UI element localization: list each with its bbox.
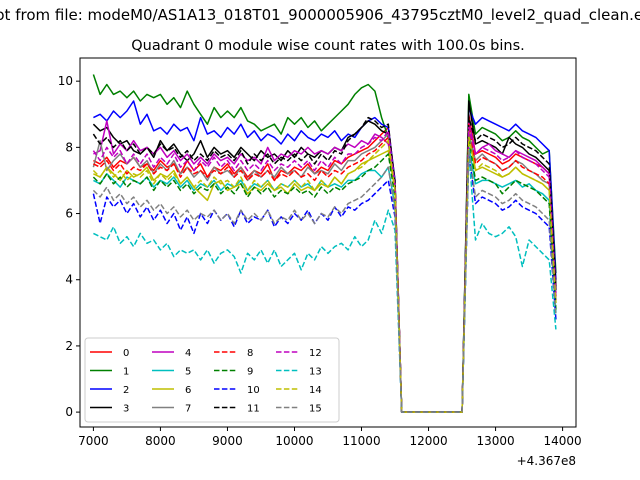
legend-label-3: 3	[123, 404, 129, 415]
series-line-3	[92, 100, 557, 413]
series-line-11	[92, 116, 557, 413]
y-tick-label: 2	[65, 339, 73, 353]
x-tick-label: 11000	[342, 434, 380, 448]
x-offset-label: +4.367e8	[517, 454, 576, 468]
legend-label-0: 0	[123, 348, 129, 359]
legend-label-12: 12	[309, 348, 322, 359]
legend-label-1: 1	[123, 367, 129, 378]
y-tick-label: 10	[58, 74, 73, 88]
series-layer	[92, 74, 557, 413]
legend-label-15: 15	[309, 404, 322, 415]
legend-box	[84, 337, 340, 423]
x-tick-label: 12000	[409, 434, 447, 448]
x-tick-label: 9000	[212, 434, 243, 448]
series-line-4	[93, 120, 557, 413]
legend-label-11: 11	[247, 404, 260, 415]
chart-title: Quadrant 0 module wise count rates with …	[131, 38, 525, 54]
x-axis: 7000 8000 9000 10000 11000 12000 13000 14000	[78, 427, 582, 448]
series-line-5	[93, 146, 557, 413]
series-line-1	[92, 74, 557, 413]
legend-label-14: 14	[309, 385, 322, 396]
x-tick-label: 14000	[544, 434, 582, 448]
x-tick-label: 7000	[78, 434, 109, 448]
figure-suptitle: Plot from file: modeM0/AS1A13_018T01_900…	[0, 6, 640, 25]
legend-label-10: 10	[247, 385, 260, 396]
series-line-0	[93, 113, 557, 413]
series-line-2	[93, 100, 557, 413]
series-line-15	[92, 149, 557, 413]
y-axis: 0 2 4 6 8 10	[58, 74, 80, 419]
series-line-13	[93, 149, 557, 413]
legend-label-5: 5	[185, 367, 191, 378]
y-tick-label: 8	[65, 140, 73, 154]
legend-label-8: 8	[247, 348, 253, 359]
legend-label-13: 13	[309, 367, 322, 378]
legend-label-4: 4	[185, 348, 191, 359]
y-tick-label: 4	[65, 273, 73, 287]
legend-label-9: 9	[247, 367, 253, 378]
series-line-6	[93, 126, 557, 413]
series-line-12	[92, 126, 557, 413]
x-tick-label: 10000	[275, 434, 313, 448]
y-tick-label: 0	[65, 405, 73, 419]
legend-label-7: 7	[185, 404, 191, 415]
series-line-10	[92, 153, 557, 413]
series-line-14	[92, 136, 557, 413]
x-tick-label: 8000	[145, 434, 176, 448]
plot-frame	[79, 57, 577, 428]
series-line-8	[93, 123, 557, 413]
legend-label-6: 6	[185, 385, 191, 396]
series-line-9	[92, 136, 557, 413]
x-tick-label: 13000	[476, 434, 514, 448]
y-tick-label: 6	[65, 207, 73, 221]
legend-label-2: 2	[123, 385, 129, 396]
